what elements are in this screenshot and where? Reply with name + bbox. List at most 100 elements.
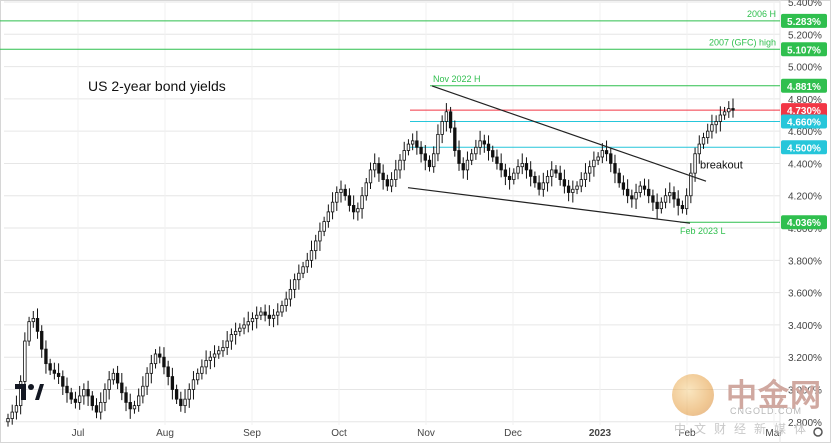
y-tick-label: 4.600% [788,127,822,138]
level-note: 2007 (GFC) high [709,37,776,47]
x-tick-label: Oct [331,428,347,439]
x-tick-label: Jul [72,428,85,439]
candle-body [512,172,516,180]
y-tick-label: 4.200% [788,192,822,203]
candle-body [684,195,689,210]
candle-body [149,363,153,374]
candle-body [554,169,558,174]
candle-body [271,314,276,319]
candle-body [305,259,309,268]
candle-body [373,163,377,171]
candle-body [44,348,48,365]
candle-body [440,121,444,135]
candle-body [410,140,415,145]
candle-body [575,185,579,190]
candle-body [478,140,482,148]
candle-body [99,401,103,413]
level-badge [781,78,827,93]
y-tick-label: 3.600% [788,289,822,300]
candle-body [52,369,57,374]
candle-body [600,150,604,158]
candle-body [255,314,259,319]
candle-body [419,146,423,155]
candle-body [187,389,191,400]
candle-body [107,379,111,390]
level-badge-label: 4.660% [787,117,821,128]
candle-body [82,389,86,397]
candle-body [364,182,368,197]
candle-body [689,172,693,197]
level-note: Feb 2023 L [680,226,726,236]
chart-title: US 2-year bond yields [88,78,226,94]
candle-body [583,172,588,180]
candle-body [676,198,680,206]
candle-body [103,389,107,403]
candle-body [124,392,128,403]
candle-body [630,195,634,200]
candle-body [617,172,621,184]
candle-body [457,150,461,164]
candle-body [330,201,335,213]
candle-body [297,272,301,281]
candle-body [356,208,360,213]
candle-body [137,395,141,407]
settings-gear-icon [813,427,823,437]
y-tick-label: 5.400% [788,0,822,9]
level-badge [781,42,827,57]
candle-body [381,172,385,180]
candle-body [229,334,234,342]
watermark-cn: 中金网 [726,378,822,414]
candle-body [40,330,44,350]
candle-body [415,140,419,148]
candle-body [322,221,326,232]
candle-body [693,153,697,174]
candle-body [571,188,575,193]
candle-body [651,195,655,203]
candle-body [162,356,166,368]
candle-body [402,150,406,161]
candle-body [423,153,427,161]
level-note: 2006 H [747,9,776,19]
candle-body [541,182,545,190]
candle-body [718,114,723,122]
candle-body [292,279,297,290]
candle-body [174,389,179,400]
y-tick-label: 3.800% [788,256,822,267]
candle-body [461,163,465,171]
level-badge [781,114,827,129]
candle-body [153,353,158,365]
x-tick-label: Aug [156,428,174,439]
candle-body [491,150,495,158]
candle-body [111,372,116,381]
candle-body [486,143,491,151]
candle-body [533,175,537,184]
candle-body [507,175,512,180]
candle-body [368,169,373,184]
candle-body [14,405,19,413]
candle-body [183,398,187,407]
candle-body [115,372,120,384]
y-tick-label: 4.400% [788,159,822,170]
candle-body [48,363,52,371]
candle-body [604,150,609,155]
candle-body [128,401,132,410]
candle-body [436,133,440,155]
x-tick-label: Feb [678,428,696,439]
candle-body [398,159,402,171]
candle-body [208,356,212,361]
level-badge [781,215,827,230]
candle-body [217,350,221,355]
level-note: Nov 2022 H [433,74,481,84]
candle-body [499,163,503,171]
candle-body [638,185,642,193]
x-tick-label: Nov [417,428,435,439]
candle-body [318,230,322,242]
candle-body [284,298,288,306]
candle-body [61,376,65,387]
candle-body [27,321,31,342]
candle-body [10,411,14,419]
candle-body [714,121,718,126]
candle-body [550,169,554,177]
